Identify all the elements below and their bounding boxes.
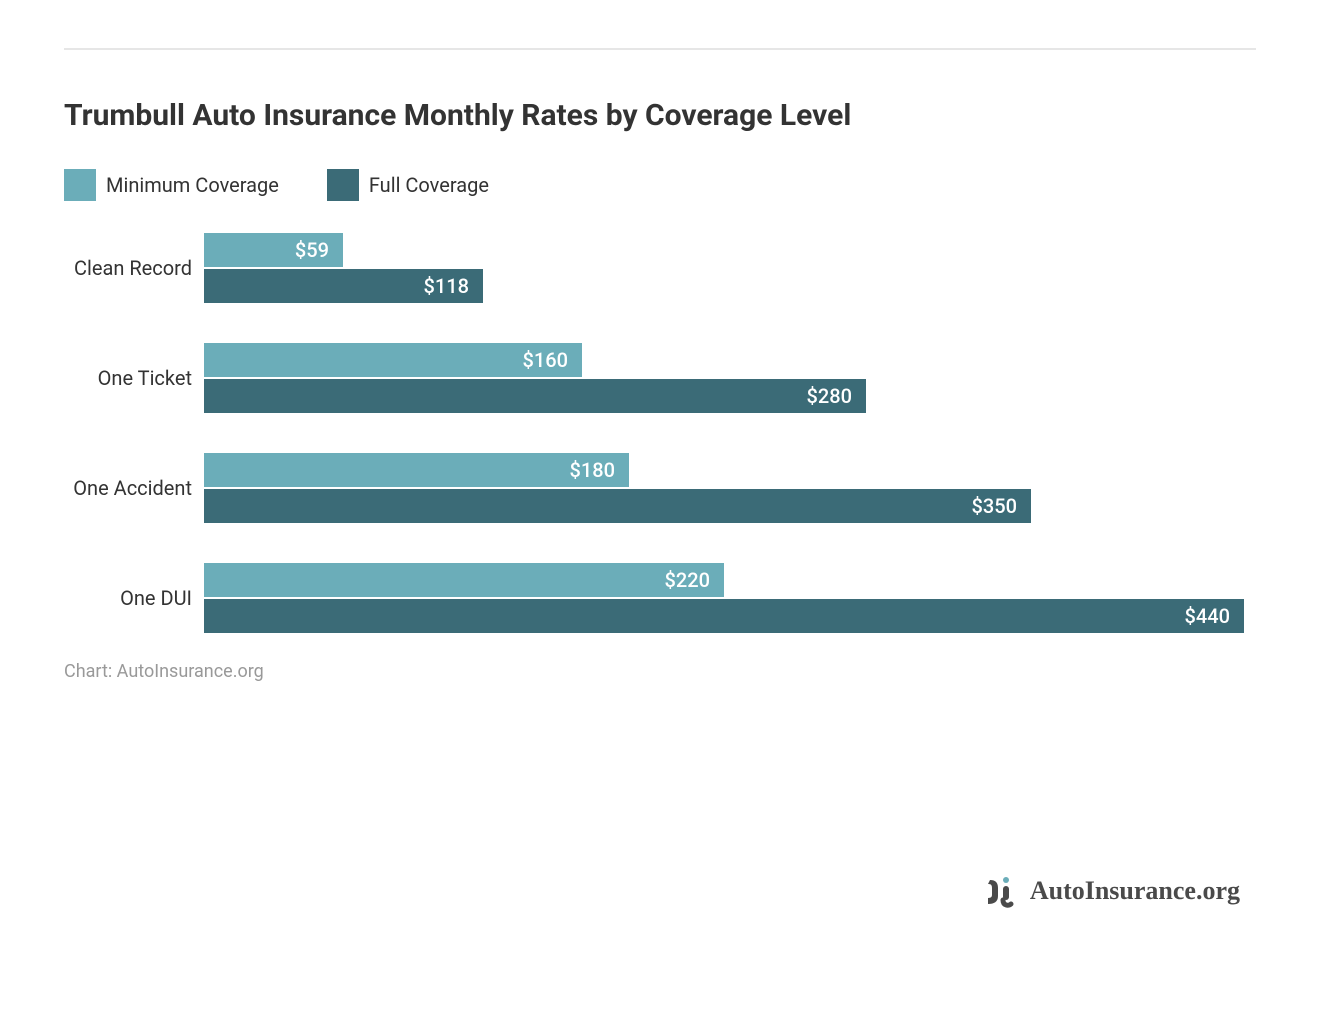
chart-title: Trumbull Auto Insurance Monthly Rates by… [64,98,1256,133]
bar-value-label: $280 [807,384,852,408]
brand-logo: AutoInsurance.org [982,872,1240,910]
legend-swatch-full [327,169,359,201]
brand-icon [982,872,1020,910]
bar-full: $118 [204,269,483,303]
bar-group: One DUI $220 $440 [64,563,1256,633]
bar-minimum: $160 [204,343,582,377]
bar-value-label: $350 [972,494,1017,518]
bar-group: One Accident $180 $350 [64,453,1256,523]
bar-minimum: $180 [204,453,629,487]
bar-group: One Ticket $160 $280 [64,343,1256,413]
bar-value-label: $440 [1185,604,1230,628]
chart-outer: Trumbull Auto Insurance Monthly Rates by… [0,0,1320,682]
bar-pair: $180 $350 [204,453,1256,523]
brand-name: AutoInsurance.org [1030,876,1240,906]
bar-full: $350 [204,489,1031,523]
category-label: Clean Record [64,256,204,280]
bar-value-label: $220 [665,568,710,592]
bar-chart: Clean Record $59 $118 One Ticket $160 $2… [64,233,1256,633]
bar-value-label: $160 [523,348,568,372]
chart-credit: Chart: AutoInsurance.org [64,661,1256,682]
legend-label-full: Full Coverage [369,173,489,197]
legend-label-minimum: Minimum Coverage [106,173,279,197]
page-container: Trumbull Auto Insurance Monthly Rates by… [0,0,1320,1010]
bar-pair: $220 $440 [204,563,1256,633]
category-label: One DUI [64,586,204,610]
category-label: One Accident [64,476,204,500]
bar-value-label: $59 [295,238,329,262]
bar-group: Clean Record $59 $118 [64,233,1256,303]
bar-minimum: $59 [204,233,343,267]
legend: Minimum Coverage Full Coverage [64,169,1256,201]
bar-value-label: $118 [424,274,469,298]
bar-pair: $59 $118 [204,233,1256,303]
bar-minimum: $220 [204,563,724,597]
bar-full: $440 [204,599,1244,633]
legend-item-full: Full Coverage [327,169,489,201]
legend-item-minimum: Minimum Coverage [64,169,279,201]
top-divider [64,48,1256,50]
legend-swatch-minimum [64,169,96,201]
bar-value-label: $180 [570,458,615,482]
category-label: One Ticket [64,366,204,390]
bar-full: $280 [204,379,866,413]
bar-pair: $160 $280 [204,343,1256,413]
